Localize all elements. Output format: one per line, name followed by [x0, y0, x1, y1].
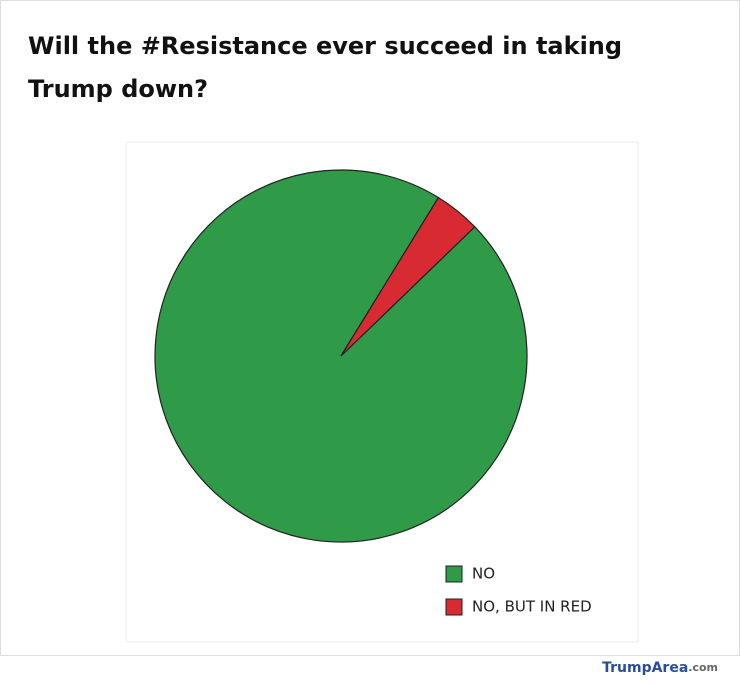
legend-label: NO, BUT IN RED	[472, 598, 592, 616]
watermark: TrumpArea.com	[602, 660, 718, 676]
pie	[154, 169, 528, 543]
legend-swatch	[445, 598, 463, 616]
watermark-suffix: .com	[688, 661, 718, 674]
legend: NO NO, BUT IN RED	[445, 565, 592, 616]
chart-frame	[125, 141, 639, 643]
title-line: Will the #Resistance ever succeed in tak…	[28, 32, 622, 60]
legend-swatch	[445, 565, 463, 583]
watermark-brand: TrumpArea	[602, 660, 688, 676]
title-line: Trump down?	[28, 75, 208, 103]
pie-slice	[340, 196, 476, 357]
legend-label: NO	[472, 565, 495, 583]
